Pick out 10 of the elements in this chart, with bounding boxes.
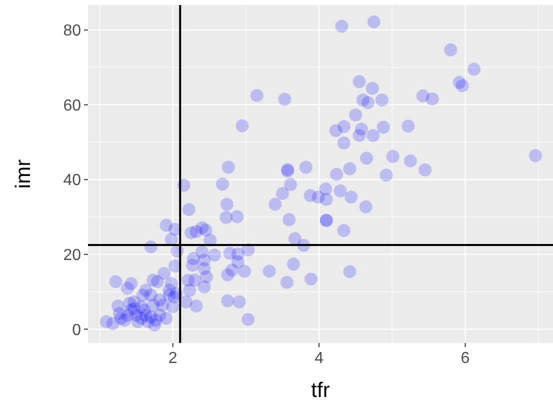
y-tick-label: 60 [63,97,82,114]
x-tick-label: 2 [168,350,178,367]
y-tick-label: 20 [63,246,82,264]
x-axis-title: tfr [311,379,330,402]
x-tick-label: 6 [460,350,470,367]
x-tick-label: 4 [314,350,324,367]
y-tick-label: 80 [63,22,82,40]
y-tick-label: 40 [63,172,82,190]
y-tick-label: 0 [72,322,82,339]
y-axis-title: imr [12,159,35,189]
